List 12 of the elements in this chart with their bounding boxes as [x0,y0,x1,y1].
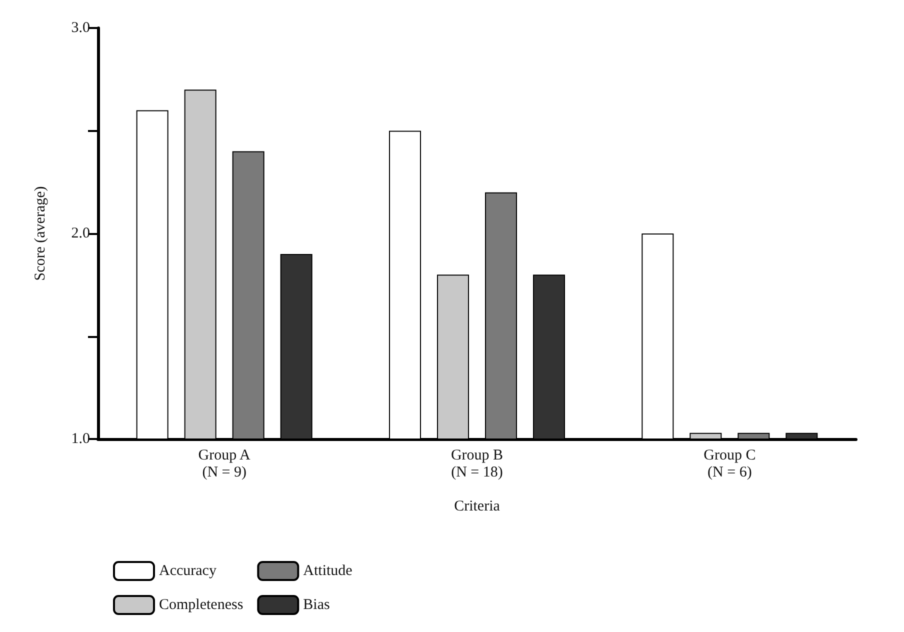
x-tick-label: Group A (N = 9) [198,448,251,480]
y-tick-label: 1.0 [71,431,90,447]
x-tick-label: Group C (N = 6) [704,448,756,480]
y-tick-label: 3.0 [71,20,90,36]
x-tick-label: Group B (N = 18) [450,448,504,480]
legend-label: Accuracy [159,563,217,579]
legend-label: Completeness [159,597,244,613]
legend-label: Bias [303,597,330,613]
y-tick-label: 2.0 [71,226,90,242]
legend-label: Attitude [303,563,353,579]
y-axis-title: Score (average) [32,186,48,281]
x-axis-title: Criteria [454,498,500,514]
